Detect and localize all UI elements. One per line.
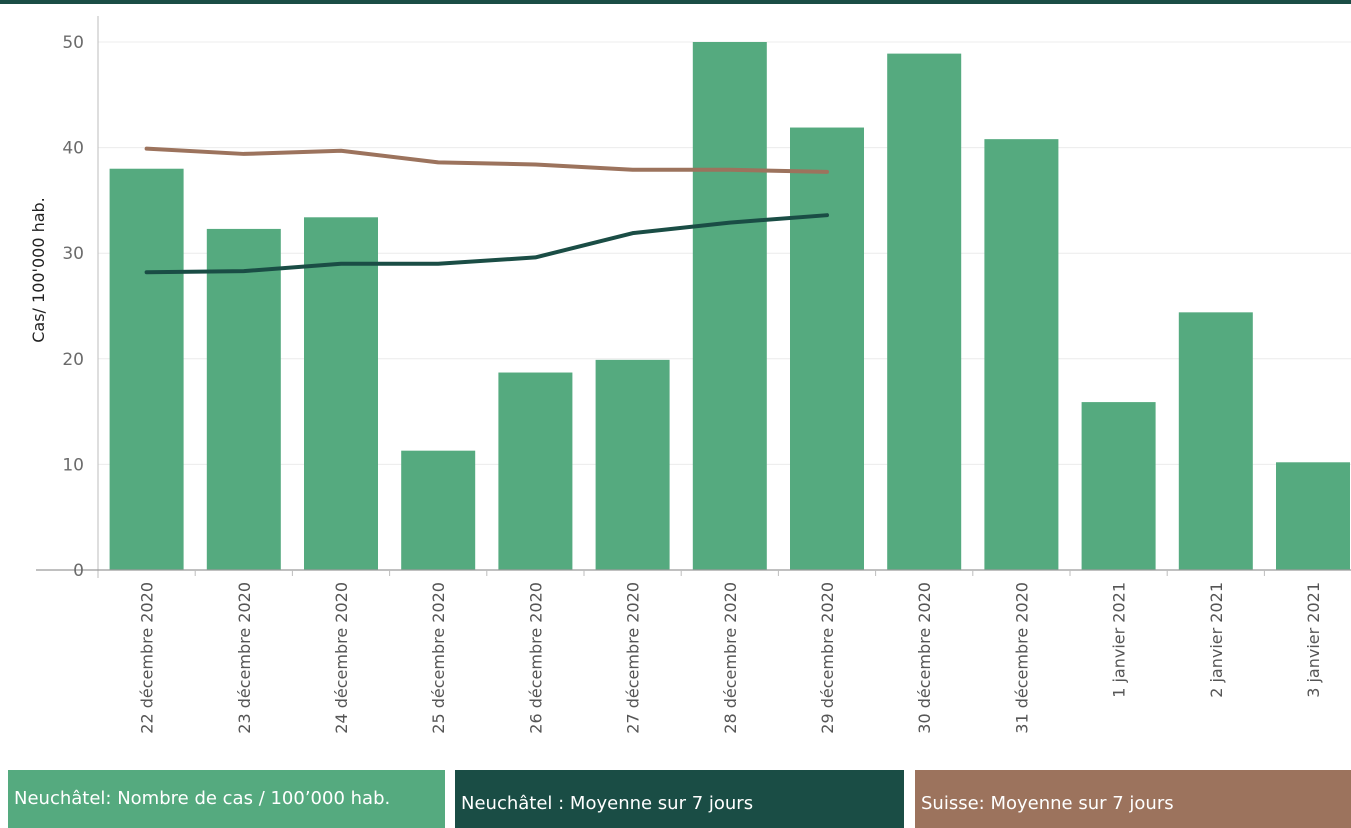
legend-neuchatel-cases-label: Neuchâtel: Nombre de cas / 100’000 hab.	[14, 788, 391, 809]
x-tick-label: 28 décembre 2020	[721, 582, 740, 734]
bar	[109, 168, 184, 570]
y-tick-label: 20	[62, 350, 84, 370]
x-tick-label: 27 décembre 2020	[624, 582, 643, 734]
legend-neuchatel-cases: Neuchâtel: Nombre de cas / 100’000 hab.	[8, 770, 445, 828]
y-tick-label: 10	[62, 455, 84, 475]
bars	[109, 42, 1350, 571]
y-tick-label: 50	[62, 33, 84, 53]
bar	[401, 450, 476, 570]
bar	[304, 217, 378, 570]
bar	[206, 228, 281, 571]
x-tick-label: 3 janvier 2021	[1304, 582, 1323, 698]
x-tick-label: 25 décembre 2020	[429, 582, 448, 734]
y-tick-labels: 0 10 20 30 40 50	[62, 33, 84, 581]
bar	[790, 127, 864, 570]
bar	[984, 139, 1059, 571]
x-tick-label: 1 janvier 2021	[1110, 582, 1129, 698]
x-tick-label: 29 décembre 2020	[818, 582, 837, 734]
legend-neuchatel-average: Neuchâtel : Moyenne sur 7 jours	[455, 770, 904, 828]
bar	[1276, 462, 1350, 570]
y-tick-label: 30	[62, 244, 84, 264]
lines	[144, 146, 829, 275]
bar	[887, 53, 962, 570]
neuchatel-average-line	[144, 213, 829, 275]
chart: 0 10 20 30 40 50 22 décembre 2020 23 décembre …	[29, 16, 1351, 734]
y-axis-title: Cas/ 100'000 hab.	[29, 197, 48, 343]
bar	[1081, 402, 1156, 570]
x-tick-label: 30 décembre 2020	[915, 582, 934, 734]
bar	[498, 372, 573, 570]
legend-neuchatel-average-label: Neuchâtel : Moyenne sur 7 jours	[461, 793, 754, 814]
axes	[36, 16, 1351, 578]
x-tick-labels: 22 décembre 2020 23 décembre 2020 24 décem…	[138, 582, 1323, 734]
y-tick-label: 0	[73, 561, 84, 581]
legend-suisse-average-label: Suisse: Moyenne sur 7 jours	[921, 793, 1174, 814]
top-accent-bar	[0, 0, 1351, 4]
suisse-average-line	[144, 146, 829, 174]
legend-suisse-average: Suisse: Moyenne sur 7 jours	[915, 770, 1351, 828]
x-tick-label: 2 janvier 2021	[1207, 582, 1226, 698]
x-tick-label: 24 décembre 2020	[332, 582, 351, 734]
y-tick-label: 40	[62, 139, 84, 159]
bar	[595, 359, 670, 570]
x-tick-label: 26 décembre 2020	[526, 582, 545, 734]
bar	[692, 42, 767, 570]
x-tick-label: 23 décembre 2020	[235, 582, 254, 734]
x-tick-label: 22 décembre 2020	[138, 582, 157, 734]
x-tick-label: 31 décembre 2020	[1012, 582, 1031, 734]
bar	[1178, 312, 1253, 570]
